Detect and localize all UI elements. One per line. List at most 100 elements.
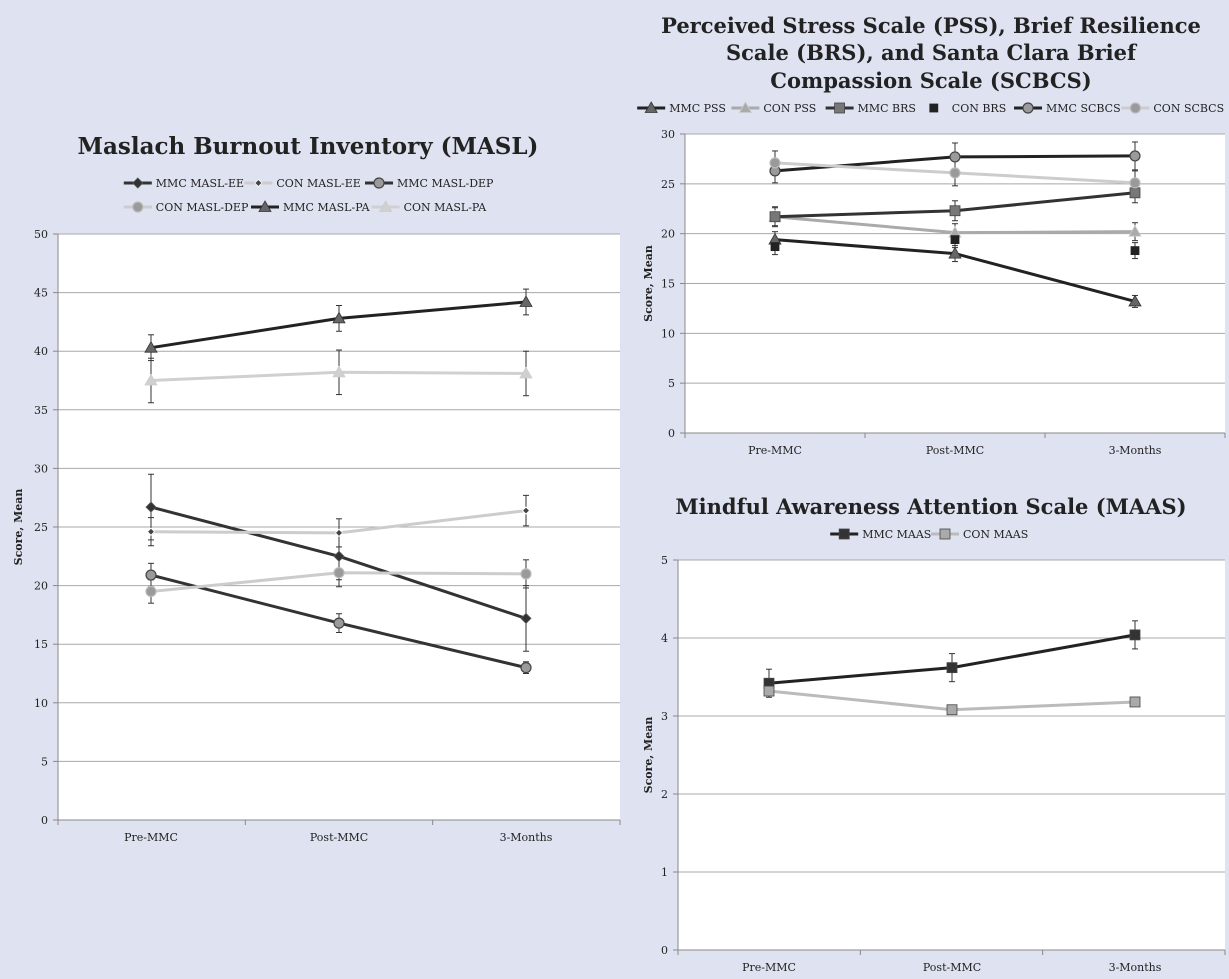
x-tick-label: Pre-MMC [124,831,178,844]
y-tick-label: 5 [41,755,48,768]
x-tick-label: Post-MMC [926,444,984,457]
data-point [1128,294,1142,307]
legend-swatch-marker [132,201,144,213]
legend-swatch-marker [738,101,753,113]
x-tick-label: Pre-MMC [748,444,802,457]
y-tick-label: 10 [34,697,48,710]
plot-area [678,560,1225,950]
legend-label: CON PSS [763,102,816,115]
legend-label: MMC MASL-EE [156,177,244,190]
legend-swatch-marker [373,177,385,189]
data-point [770,242,780,252]
y-tick-label: 35 [34,404,48,417]
legend-label: MMC SCBCS [1046,102,1121,115]
legend-label: CON BRS [952,102,1006,115]
data-point [1129,150,1141,162]
legend-item: CON PSS [731,101,816,115]
data-point [948,246,962,259]
y-tick-label: 0 [668,427,675,440]
legend-label: CON MASL-EE [276,177,360,190]
data-point [1129,696,1141,708]
data-point [769,211,781,223]
data-point [946,662,958,674]
data-point [145,501,157,513]
data-point [333,567,345,579]
legend-label: CON MASL-PA [404,201,488,214]
legend-label: MMC BRS [858,102,916,115]
data-point [763,685,775,697]
y-tick-label: 30 [34,462,48,475]
y-tick-label: 20 [34,580,48,593]
data-point [1129,187,1141,199]
data-point [520,612,532,624]
y-axis-label: Score, Mean [642,245,655,322]
y-tick-label: 50 [34,228,48,241]
chart-3: 0 1 2 3 4 5 Pre-MMC Post-MMC 3-Months Score, Mean… [642,494,1226,974]
legend-item: CON SCBCS [1121,102,1224,115]
y-tick-label: 5 [661,554,668,567]
legend-item: MMC MASL-PA [251,200,371,214]
legend-label: MMC MAAS [862,528,931,541]
legend-swatch-marker [254,178,263,188]
x-tick-label: 3-Months [500,831,553,844]
chart-1: 0 5 10 15 20 25 30 35 40 45 50 Pre-MMC Post-MMC 3-Mon… [12,133,621,844]
legend-label: CON SCBCS [1153,102,1224,115]
y-tick-label: 1 [661,866,668,879]
y-tick-label: 4 [661,632,668,645]
x-tick-label: 3-Months [1109,961,1162,974]
data-point [949,151,961,163]
legend-label: MMC MASL-DEP [397,177,494,190]
x-tick-label: Pre-MMC [742,961,796,974]
x-tick-label: 3-Months [1109,444,1162,457]
x-tick-label: Post-MMC [923,961,981,974]
chart-title: Maslach Burnout Inventory (MASL) [78,133,539,160]
data-point [521,506,531,515]
data-point [949,205,961,217]
data-point [950,235,960,245]
data-point [519,295,533,307]
legend-item: MMC BRS [825,102,916,115]
legend-item: CON MAAS [931,528,1028,541]
data-point [769,157,781,169]
chart-title: Compassion Scale (SCBCS) [770,68,1091,93]
y-tick-label: 3 [661,710,668,723]
y-axis-label: Score, Mean [642,717,655,794]
data-point [334,528,344,537]
legend-item: CON MASL-DEP [123,201,249,214]
y-tick-label: 0 [41,814,48,827]
y-tick-label: 30 [661,128,675,141]
y-tick-label: 2 [661,788,668,801]
legend-swatch-marker [939,528,951,540]
data-point [145,585,157,598]
legend-swatch-marker [838,528,850,540]
legend-swatch-marker [834,102,845,114]
data-point [519,366,533,379]
data-point [949,167,961,179]
legend-label: CON MASL-DEP [156,201,249,214]
legend-item: CON MASL-EE [244,177,361,190]
data-point [144,340,158,353]
legend-item: CON BRS [929,102,1006,115]
y-tick-label: 40 [34,345,48,358]
chart-title: Scale (BRS), and Santa Clara Brief [726,40,1138,65]
legend-item: MMC MASL-EE [123,177,244,190]
y-tick-label: 25 [34,521,48,534]
data-point [146,527,156,536]
legend-swatch-marker [644,101,658,113]
data-point [1128,224,1142,237]
data-point [332,311,346,324]
legend-swatch-marker [378,200,393,212]
data-point [144,373,158,386]
chart-title: Perceived Stress Scale (PSS), Brief Resi… [661,13,1201,38]
legend-item: CON MASL-PA [371,200,488,214]
data-point [332,365,346,378]
data-point [145,569,157,581]
legend-label: CON MAAS [963,528,1028,541]
x-tick-label: Post-MMC [310,831,368,844]
legend-swatch-marker [132,177,144,189]
legend-item: MMC PSS [637,101,726,115]
data-point [1129,629,1141,641]
chart-2: 0 5 10 15 20 25 30 Pre-MMC Post-MMC 3-Months Score… [637,13,1226,457]
data-point [946,704,958,716]
